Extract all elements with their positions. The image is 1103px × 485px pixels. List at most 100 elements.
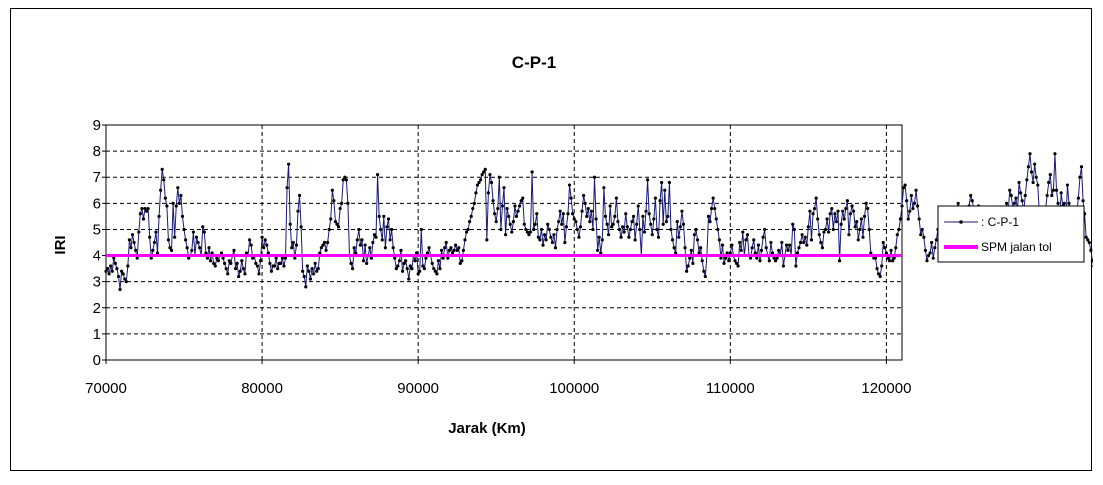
series-point-58 xyxy=(194,235,199,239)
series-point-363 xyxy=(670,238,675,242)
y-tick-labels: 0 1 2 3 4 5 6 7 8 9 xyxy=(93,117,106,369)
series-point-278 xyxy=(538,238,542,242)
series-point-220 xyxy=(447,248,451,252)
series-point-630 xyxy=(1087,240,1091,245)
x-tick-label-1: 80000 xyxy=(241,380,283,397)
series-point-102 xyxy=(263,238,267,242)
series-point-506 xyxy=(894,246,898,250)
series-point-365 xyxy=(674,251,678,255)
series-point-132 xyxy=(310,267,314,271)
series-point-33 xyxy=(155,251,160,255)
series-point-455 xyxy=(814,196,818,200)
series-point-442 xyxy=(794,264,798,268)
series-point-38 xyxy=(163,196,167,200)
series-point-628 xyxy=(1084,235,1088,239)
series-point-269 xyxy=(524,227,528,232)
series-point-335 xyxy=(627,235,631,239)
series-point-136 xyxy=(316,267,320,271)
series-point-59 xyxy=(196,240,200,245)
series-point-371 xyxy=(683,246,687,250)
series-point-592 xyxy=(1028,152,1032,156)
series-point-469 xyxy=(836,209,840,213)
series-point-190 xyxy=(400,269,405,273)
series-point-202 xyxy=(419,227,423,232)
series-point-465 xyxy=(830,206,834,211)
series-point-253 xyxy=(499,227,503,232)
series-point-580 xyxy=(1009,193,1013,198)
series-point-298 xyxy=(569,196,573,200)
series-point-468 xyxy=(834,220,839,224)
series-point-134 xyxy=(313,261,317,265)
series-point-247 xyxy=(489,180,494,185)
series-point-475 xyxy=(845,199,849,203)
series-point-450 xyxy=(806,225,810,229)
series-point-120 xyxy=(291,240,295,245)
series-point-189 xyxy=(399,248,403,252)
series-point-520 xyxy=(916,204,920,208)
series-point-103 xyxy=(265,243,269,247)
series-point-357 xyxy=(661,222,665,226)
series-point-503 xyxy=(889,248,893,252)
series-point-10 xyxy=(120,269,124,273)
series-point-254 xyxy=(500,204,505,208)
series-point-583 xyxy=(1014,196,1018,200)
legend-label-series: : C-P-1 xyxy=(981,215,1019,229)
series-point-248 xyxy=(491,199,495,203)
series-point-587 xyxy=(1020,199,1024,203)
series-point-212 xyxy=(435,272,439,276)
series-point-204 xyxy=(422,267,426,271)
series-point-235 xyxy=(471,206,475,211)
series-point-195 xyxy=(408,264,412,268)
series-point-524 xyxy=(922,235,926,239)
series-point-118 xyxy=(288,222,292,226)
series-point-374 xyxy=(688,256,692,260)
series-point-252 xyxy=(497,175,501,179)
series-point-317 xyxy=(599,251,603,255)
series-point-295 xyxy=(564,225,569,229)
series-point-157 xyxy=(349,261,353,265)
series-point-23 xyxy=(140,206,144,211)
series-point-394 xyxy=(719,256,723,260)
series-point-28 xyxy=(148,235,152,239)
series-point-36 xyxy=(160,167,164,171)
series-point-624 xyxy=(1078,175,1082,179)
legend-swatch-series-marker xyxy=(959,220,963,224)
series-point-128 xyxy=(304,285,308,289)
series-point-123 xyxy=(296,209,300,213)
series-point-356 xyxy=(660,180,664,185)
series-point-14 xyxy=(126,264,130,268)
legend-box xyxy=(937,205,1085,263)
series-point-285 xyxy=(549,235,553,239)
series-point-388 xyxy=(709,206,714,211)
series-point-321 xyxy=(605,222,609,226)
series-point-296 xyxy=(566,212,570,216)
series-point-481 xyxy=(855,220,859,224)
series-point-473 xyxy=(842,217,846,221)
series-point-470 xyxy=(837,259,842,263)
series-point-610 xyxy=(1056,201,1060,205)
series-point-483 xyxy=(858,227,862,232)
series-point-245 xyxy=(486,191,490,195)
series-point-386 xyxy=(706,214,711,218)
series-point-199 xyxy=(415,251,419,255)
series-point-273 xyxy=(530,170,534,174)
series-point-173 xyxy=(374,235,378,239)
series-point-230 xyxy=(463,238,467,242)
series-point-347 xyxy=(645,178,650,182)
series-point-80 xyxy=(229,261,233,265)
series-point-104 xyxy=(266,251,270,255)
series-point-198 xyxy=(413,259,417,263)
series-point-414 xyxy=(750,246,754,250)
series-point-472 xyxy=(841,209,845,213)
series-point-499 xyxy=(883,246,887,250)
y-tick-label-1: 1 xyxy=(93,326,101,343)
series-point-246 xyxy=(488,173,492,177)
series-point-376 xyxy=(691,261,695,265)
series-point-387 xyxy=(708,220,712,224)
series-point-75 xyxy=(221,256,225,260)
series-point-495 xyxy=(876,272,881,276)
series-point-258 xyxy=(507,214,511,218)
series-point-368 xyxy=(678,225,682,229)
series-point-257 xyxy=(505,206,509,211)
series-point-265 xyxy=(518,204,522,208)
